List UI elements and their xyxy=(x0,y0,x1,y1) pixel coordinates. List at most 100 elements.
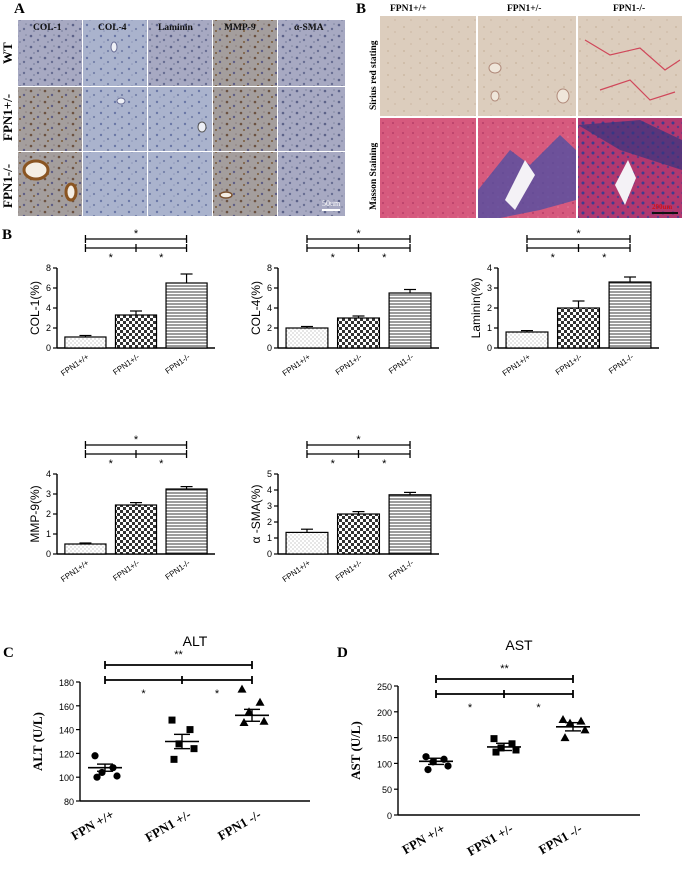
y-tick-label: 3 xyxy=(46,489,51,499)
mmp9-bar-chart: 0 1 2 3 4 MMP-9(%) FPN1+/+ FPN1+/- FPN1-/- * * * xyxy=(28,434,215,584)
col1-bar-chart: 0 2 4 6 8 COL-1(%) FPN1+/+ FPN1+/- FPN1-/- * * * xyxy=(28,228,215,378)
panel-a: A COL-1 COL-4 Laminin MMP-9 α-SMA WT F xyxy=(0,1,346,217)
asma-bar-chart: 0 1 2 3 4 5 α -SMA(%) FPN1+/+ FPN1+/- FPN1-/- * * * xyxy=(249,434,439,584)
y-tick-label: 6 xyxy=(267,283,272,293)
vessel-feature xyxy=(488,62,502,74)
vessel-feature xyxy=(22,159,50,181)
vessel-feature xyxy=(556,88,570,104)
chart-title: AST xyxy=(505,637,533,653)
sig-label: * xyxy=(215,688,220,700)
row-label: FPN1+/- xyxy=(0,94,15,141)
x-tick-label: FPN1 +/- xyxy=(142,807,193,845)
bar xyxy=(165,488,208,555)
data-point xyxy=(444,762,452,770)
y-tick-label: 3 xyxy=(267,501,272,511)
y-axis-label: MMP-9(%) xyxy=(28,485,42,542)
col4-bar-chart: 0 2 4 6 8 COL-4(%) FPN1+/+ FPN1+/- FPN1-/- * * * xyxy=(249,228,439,378)
y-tick-label: 180 xyxy=(59,678,74,688)
col-header: COL-4 xyxy=(98,23,127,33)
y-tick-label: 2 xyxy=(267,517,272,527)
vessel-feature xyxy=(490,90,500,102)
y-tick-label: 2 xyxy=(267,323,272,333)
micrograph-het-asma xyxy=(278,87,345,151)
panel-b-bars-label: B xyxy=(2,227,12,243)
row-label: FPN1-/- xyxy=(0,164,15,208)
x-tick-label: FPN1 -/- xyxy=(536,821,584,858)
data-point xyxy=(93,773,101,781)
x-tick-label: FPN1-/- xyxy=(607,352,635,376)
col-header: MMP-9 xyxy=(224,23,256,33)
collagen-fibers xyxy=(599,79,676,101)
bar xyxy=(114,314,158,349)
data-point xyxy=(490,735,498,743)
data-point xyxy=(422,753,430,761)
y-tick-label: 120 xyxy=(59,749,74,759)
data-point xyxy=(255,697,265,706)
micrograph-ko-col4 xyxy=(83,152,147,216)
y-tick-label: 5 xyxy=(267,469,272,479)
micrograph-wt-laminin xyxy=(148,20,212,86)
x-tick-label: FPN1+/+ xyxy=(59,558,91,584)
col-header: FPN1-/- xyxy=(613,4,645,14)
x-tick-label: FPN1+/+ xyxy=(281,352,313,378)
data-point xyxy=(512,746,520,754)
x-tick-label: FPN1+/+ xyxy=(59,352,91,378)
y-tick-label: 160 xyxy=(59,702,74,712)
vessel-feature xyxy=(219,191,233,199)
data-point xyxy=(113,772,121,780)
data-point xyxy=(560,733,570,742)
scale-bar-label: 50um xyxy=(322,199,341,208)
bar xyxy=(64,336,107,349)
panel-d-label: D xyxy=(337,645,348,661)
bar xyxy=(114,504,158,555)
sig-label: * xyxy=(331,458,336,470)
col-header: FPN1+/+ xyxy=(390,4,427,14)
y-tick-label: 0 xyxy=(46,549,51,559)
y-tick-label: 1 xyxy=(46,529,51,539)
data-point xyxy=(91,752,99,760)
micrograph-het-mmp9 xyxy=(213,87,277,151)
micrograph-ko-laminin xyxy=(148,152,212,216)
y-tick-label: 8 xyxy=(46,263,51,273)
sig-label: * xyxy=(331,252,336,264)
ast-scatter-chart: AST 0 50 100 150 200 250 AST (U/L) FPN +/+ FPN1 +… xyxy=(348,637,640,859)
y-axis-label: Laminin(%) xyxy=(469,278,483,339)
data-point xyxy=(492,748,500,756)
bar xyxy=(285,531,329,555)
y-tick-label: 2 xyxy=(487,303,492,313)
y-tick-label: 4 xyxy=(46,469,51,479)
sig-label: * xyxy=(109,458,114,470)
data-point xyxy=(580,725,590,734)
panel-b-label: B xyxy=(356,1,366,17)
bar xyxy=(336,317,381,349)
data-point xyxy=(168,716,176,724)
bar xyxy=(285,327,329,349)
y-tick-label: 4 xyxy=(267,485,272,495)
vessel-feature xyxy=(505,160,535,210)
micrograph-wt-col1 xyxy=(18,20,82,86)
data-point xyxy=(497,744,505,752)
sig-label: * xyxy=(356,228,361,240)
y-tick-label: 2 xyxy=(46,323,51,333)
y-tick-label: 0 xyxy=(387,811,392,821)
micrograph-het-col4 xyxy=(83,87,147,151)
sig-label: * xyxy=(141,688,146,700)
alt-scatter-chart: ALT 80 100 120 140 160 180 ALT (U/L) FPN +/+ FPN1… xyxy=(30,633,310,845)
bar xyxy=(556,307,601,349)
row-label: Masson Staining xyxy=(369,142,379,210)
bar xyxy=(505,331,549,349)
micrograph-het-col1 xyxy=(18,87,82,151)
micrograph-ko-mmp9 xyxy=(213,152,277,216)
vessel-feature xyxy=(64,182,78,202)
y-axis-label: ALT (U/L) xyxy=(30,712,45,771)
sig-label: * xyxy=(134,434,139,446)
data-point xyxy=(244,707,254,716)
scale-bar-label: 200um xyxy=(652,203,672,211)
vessel-feature xyxy=(110,41,118,53)
x-tick-label: FPN +/+ xyxy=(68,807,116,843)
data-point xyxy=(558,715,568,724)
x-tick-label: FPN1-/- xyxy=(387,352,415,376)
x-tick-label: FPN1+/- xyxy=(111,558,141,583)
y-tick-label: 3 xyxy=(487,283,492,293)
